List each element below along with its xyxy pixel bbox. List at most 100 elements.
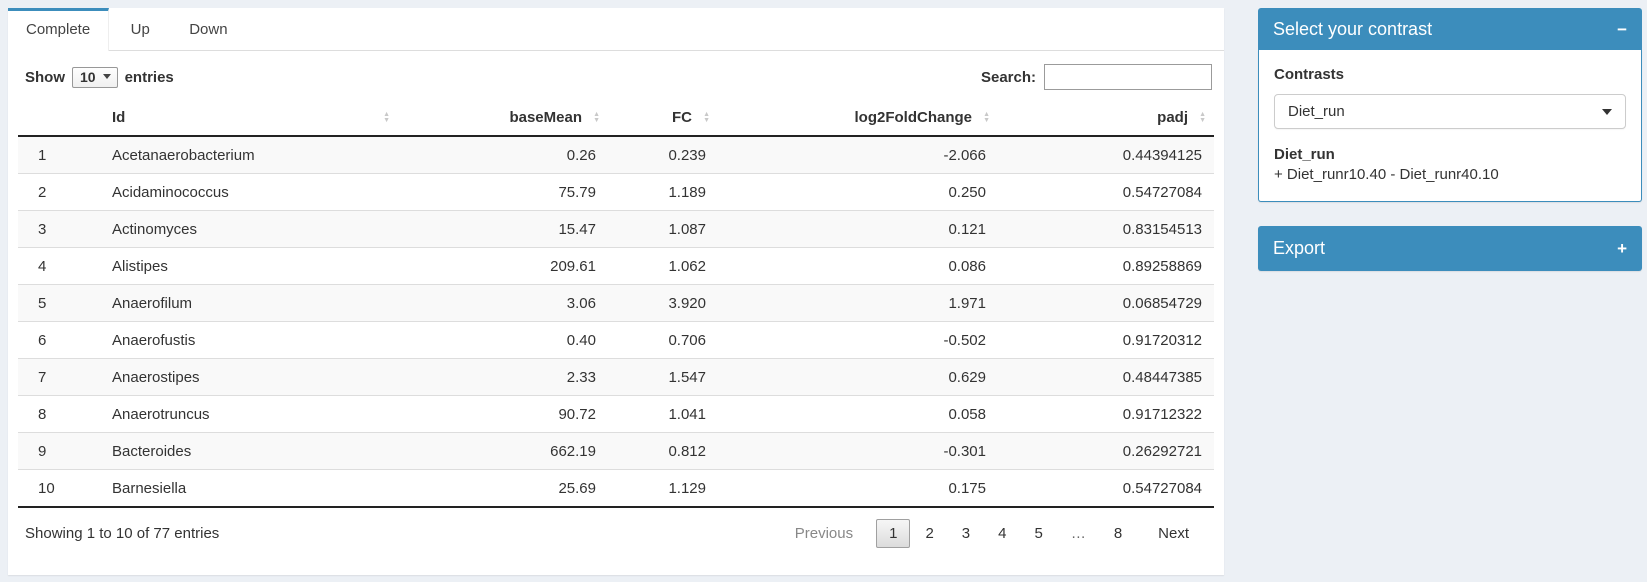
pagination-page-2[interactable]: 2 [912,519,946,548]
tab-complete[interactable]: Complete [8,8,109,51]
cell-log2fc: 1.971 [718,285,998,322]
column-header-padj[interactable]: padj [998,101,1214,136]
table-row[interactable]: 8 Anaerotruncus 90.72 1.041 0.058 0.9171… [18,396,1214,433]
cell-padj: 0.48447385 [998,359,1214,396]
table-row[interactable]: 9 Bacteroides 662.19 0.812 -0.301 0.2629… [18,433,1214,470]
chevron-down-icon [1602,109,1612,115]
cell-basemean: 2.33 [398,359,608,396]
export-box-title: Export [1273,238,1325,259]
table-row[interactable]: 5 Anaerofilum 3.06 3.920 1.971 0.0685472… [18,285,1214,322]
table-row[interactable]: 6 Anaerofustis 0.40 0.706 -0.502 0.91720… [18,322,1214,359]
cell-id: Anaerotruncus [98,396,398,433]
table-row[interactable]: 1 Acetanaerobacterium 0.26 0.239 -2.066 … [18,136,1214,174]
table-row[interactable]: 4 Alistipes 209.61 1.062 0.086 0.8925886… [18,248,1214,285]
pagination-next[interactable]: Next [1145,519,1202,548]
contrast-box-title: Select your contrast [1273,19,1432,40]
table-row[interactable]: 3 Actinomyces 15.47 1.087 0.121 0.831545… [18,211,1214,248]
cell-basemean: 0.26 [398,136,608,174]
cell-rownum: 7 [18,359,98,396]
pagination-page-1[interactable]: 1 [876,519,910,548]
cell-rownum: 9 [18,433,98,470]
cell-basemean: 209.61 [398,248,608,285]
cell-padj: 0.54727084 [998,174,1214,211]
page-length-control: Show 10 entries [25,67,174,88]
column-header-id[interactable]: Id [98,101,398,136]
column-header-fc-label: FC [672,109,692,126]
cell-log2fc: 0.175 [718,470,998,508]
cell-fc: 0.706 [608,322,718,359]
export-box-header[interactable]: Export + [1258,226,1642,271]
table-row[interactable]: 2 Acidaminococcus 75.79 1.189 0.250 0.54… [18,174,1214,211]
collapse-icon[interactable]: − [1617,21,1627,38]
chevron-down-icon [103,74,111,79]
pagination-page-5[interactable]: 5 [1021,519,1055,548]
expand-icon[interactable]: + [1617,240,1627,257]
table-row[interactable]: 10 Barnesiella 25.69 1.129 0.175 0.54727… [18,470,1214,508]
cell-id: Alistipes [98,248,398,285]
column-header-padj-label: padj [1157,109,1188,126]
cell-log2fc: 0.121 [718,211,998,248]
cell-log2fc: 0.058 [718,396,998,433]
cell-padj: 0.06854729 [998,285,1214,322]
cell-log2fc: 0.086 [718,248,998,285]
results-table: Id baseMean FC log2FoldChange [18,101,1214,508]
cell-log2fc: 0.250 [718,174,998,211]
column-header-basemean[interactable]: baseMean [398,101,608,136]
cell-basemean: 25.69 [398,470,608,508]
results-card: Complete Up Down Show 10 entries Search: [8,8,1224,575]
cell-fc: 1.062 [608,248,718,285]
cell-basemean: 75.79 [398,174,608,211]
sort-icon [703,112,710,124]
cell-fc: 1.189 [608,174,718,211]
table-controls: Show 10 entries Search: [8,51,1224,101]
cell-id: Anaerofustis [98,322,398,359]
sidebar-right: Select your contrast − Contrasts Diet_ru… [1258,8,1642,575]
pagination-page-4[interactable]: 4 [985,519,1019,548]
pagination-previous[interactable]: Previous [782,519,866,548]
table-header-row: Id baseMean FC log2FoldChange [18,101,1214,136]
sort-icon [1199,112,1206,124]
cell-log2fc: -0.502 [718,322,998,359]
cell-rownum: 10 [18,470,98,508]
page: Complete Up Down Show 10 entries Search: [0,0,1647,575]
contrast-box: Select your contrast − Contrasts Diet_ru… [1258,8,1642,202]
cell-fc: 0.812 [608,433,718,470]
cell-log2fc: 0.629 [718,359,998,396]
cell-fc: 1.547 [608,359,718,396]
cell-log2fc: -0.301 [718,433,998,470]
column-header-rownum [18,101,98,136]
cell-basemean: 90.72 [398,396,608,433]
sort-icon [383,112,390,124]
page-length-select[interactable]: 10 [72,67,118,88]
cell-fc: 1.041 [608,396,718,433]
column-header-id-label: Id [112,109,125,126]
contrasts-label: Contrasts [1274,66,1626,83]
cell-rownum: 5 [18,285,98,322]
cell-id: Barnesiella [98,470,398,508]
cell-rownum: 4 [18,248,98,285]
cell-id: Anaerostipes [98,359,398,396]
cell-id: Bacteroides [98,433,398,470]
tab-up[interactable]: Up [109,8,171,50]
column-header-basemean-label: baseMean [509,109,582,126]
cell-id: Acetanaerobacterium [98,136,398,174]
column-header-fc[interactable]: FC [608,101,718,136]
table-row[interactable]: 7 Anaerostipes 2.33 1.547 0.629 0.484473… [18,359,1214,396]
cell-basemean: 662.19 [398,433,608,470]
cell-padj: 0.91712322 [998,396,1214,433]
tab-down[interactable]: Down [171,8,245,50]
cell-id: Anaerofilum [98,285,398,322]
cell-padj: 0.89258869 [998,248,1214,285]
sort-icon [593,112,600,124]
pagination-page-8[interactable]: 8 [1101,519,1135,548]
cell-basemean: 15.47 [398,211,608,248]
search-label: Search: [981,69,1036,86]
column-header-log2foldchange[interactable]: log2FoldChange [718,101,998,136]
cell-id: Actinomyces [98,211,398,248]
cell-fc: 0.239 [608,136,718,174]
cell-log2fc: -2.066 [718,136,998,174]
search-input[interactable] [1044,64,1212,90]
pagination-page-3[interactable]: 3 [949,519,983,548]
cell-rownum: 3 [18,211,98,248]
contrast-select[interactable]: Diet_run [1274,94,1626,129]
